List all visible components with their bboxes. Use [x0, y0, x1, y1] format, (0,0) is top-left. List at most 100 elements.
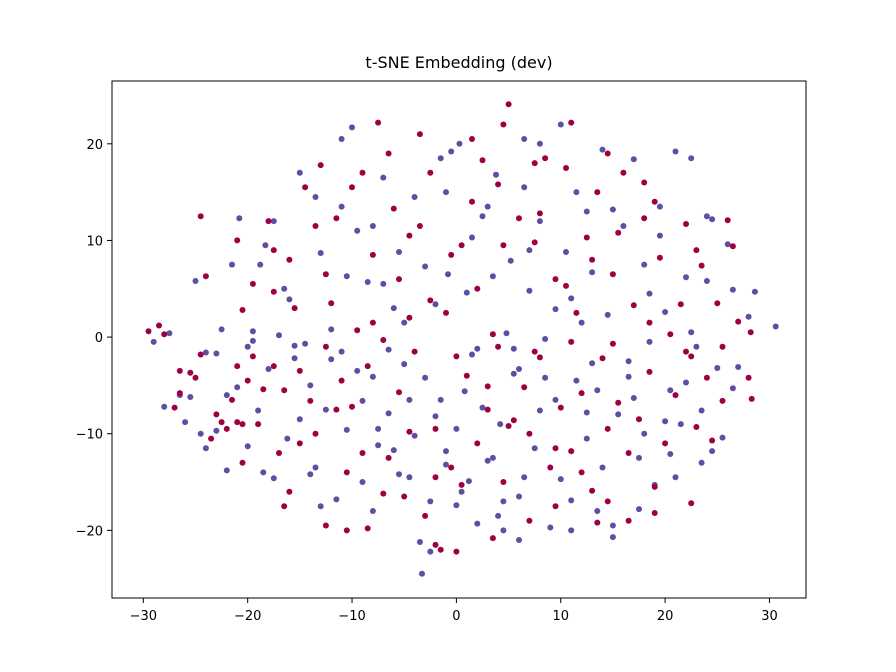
scatter-point: [489, 273, 496, 280]
scatter-point: [448, 251, 455, 258]
scatter-point: [526, 430, 533, 437]
scatter-point: [474, 440, 481, 447]
scatter-point: [557, 476, 564, 483]
scatter-point: [422, 263, 429, 270]
scatter-point: [380, 490, 387, 497]
scatter-point: [427, 498, 434, 505]
scatter-point: [385, 346, 392, 353]
scatter-point: [223, 467, 230, 474]
scatter-point: [432, 425, 439, 432]
scatter-point: [317, 503, 324, 510]
scatter-point: [484, 203, 491, 210]
scatter-point: [312, 464, 319, 471]
scatter-point: [364, 363, 371, 370]
scatter-point: [516, 366, 522, 372]
scatter-point: [500, 479, 507, 485]
x-tick-label: 0: [452, 609, 460, 624]
scatter-point: [156, 322, 162, 329]
scatter-point: [505, 423, 512, 429]
scatter-point: [578, 469, 585, 476]
scatter-point: [557, 121, 564, 128]
scatter-point: [333, 215, 340, 222]
scatter-point: [338, 136, 345, 142]
scatter-point: [729, 243, 736, 250]
scatter-point: [672, 148, 679, 155]
scatter-point: [161, 403, 168, 410]
scatter-point: [229, 396, 235, 403]
scatter-point: [568, 448, 575, 455]
scatter-point: [296, 169, 303, 176]
scatter-point: [364, 279, 371, 285]
scatter-point: [322, 343, 329, 350]
scatter-point: [683, 221, 689, 227]
scatter-point: [521, 136, 528, 142]
x-tick-label: −10: [338, 609, 365, 624]
scatter-point: [578, 319, 585, 326]
scatter-point: [630, 395, 637, 401]
scatter-point: [197, 213, 204, 220]
y-tick-label: −20: [76, 524, 103, 539]
scatter-point: [469, 234, 475, 241]
scatter-point: [667, 387, 674, 394]
scatter-point: [281, 387, 288, 394]
scatter-point: [568, 527, 575, 534]
scatter-point: [615, 229, 622, 236]
scatter-point: [646, 290, 653, 297]
scatter-point: [479, 213, 486, 220]
scatter-point: [500, 121, 507, 128]
scatter-point: [625, 450, 632, 456]
scatter-point: [223, 392, 230, 399]
scatter-point: [495, 512, 502, 519]
scatter-point: [719, 397, 726, 404]
scatter-point: [500, 242, 507, 249]
scatter-point: [338, 377, 345, 384]
scatter-point: [609, 271, 616, 278]
scatter-point: [677, 421, 684, 428]
scatter-point: [641, 215, 648, 222]
scatter-point: [312, 194, 319, 200]
scatter-point: [307, 471, 314, 478]
scatter-point: [656, 254, 663, 261]
scatter-point: [312, 430, 319, 437]
scatter-point: [197, 430, 204, 437]
scatter-point: [437, 396, 444, 403]
scatter-point: [456, 140, 463, 147]
scatter-point: [563, 249, 569, 255]
scatter-point: [507, 257, 514, 264]
scatter-point: [296, 367, 303, 374]
scatter-point: [333, 406, 340, 413]
scatter-point: [698, 407, 705, 414]
scatter-point: [411, 348, 418, 355]
y-tick-label: −10: [76, 428, 103, 443]
scatter-point: [302, 184, 309, 191]
scatter-point: [197, 351, 204, 358]
scatter-point: [703, 374, 710, 381]
scatter-point: [573, 309, 580, 316]
scatter-point: [729, 286, 736, 293]
x-axis: −30 −20 −10 0 10 20 30: [130, 598, 778, 624]
scatter-point: [276, 332, 282, 339]
scatter-point: [307, 397, 314, 404]
scatter-point: [236, 215, 243, 222]
scatter-point: [322, 406, 329, 413]
scatter-point: [578, 390, 585, 397]
scatter-point: [489, 454, 496, 461]
scatter-point: [583, 234, 590, 241]
x-tick-label: −30: [130, 609, 157, 624]
scatter-point: [719, 434, 726, 441]
scatter-point: [437, 546, 444, 553]
scatter-point: [656, 232, 663, 239]
scatter-point: [500, 527, 507, 534]
scatter-point: [234, 384, 241, 391]
scatter-point: [594, 508, 601, 514]
scatter-point: [521, 184, 528, 191]
scatter-point: [568, 119, 575, 126]
scatter-point: [375, 425, 382, 432]
scatter-point: [419, 570, 425, 577]
scatter-point: [751, 288, 758, 295]
scatter-point: [461, 388, 468, 395]
scatter-point: [599, 355, 606, 362]
scatter-point: [281, 285, 288, 292]
scatter-point: [503, 330, 510, 337]
scatter-point: [176, 367, 183, 374]
